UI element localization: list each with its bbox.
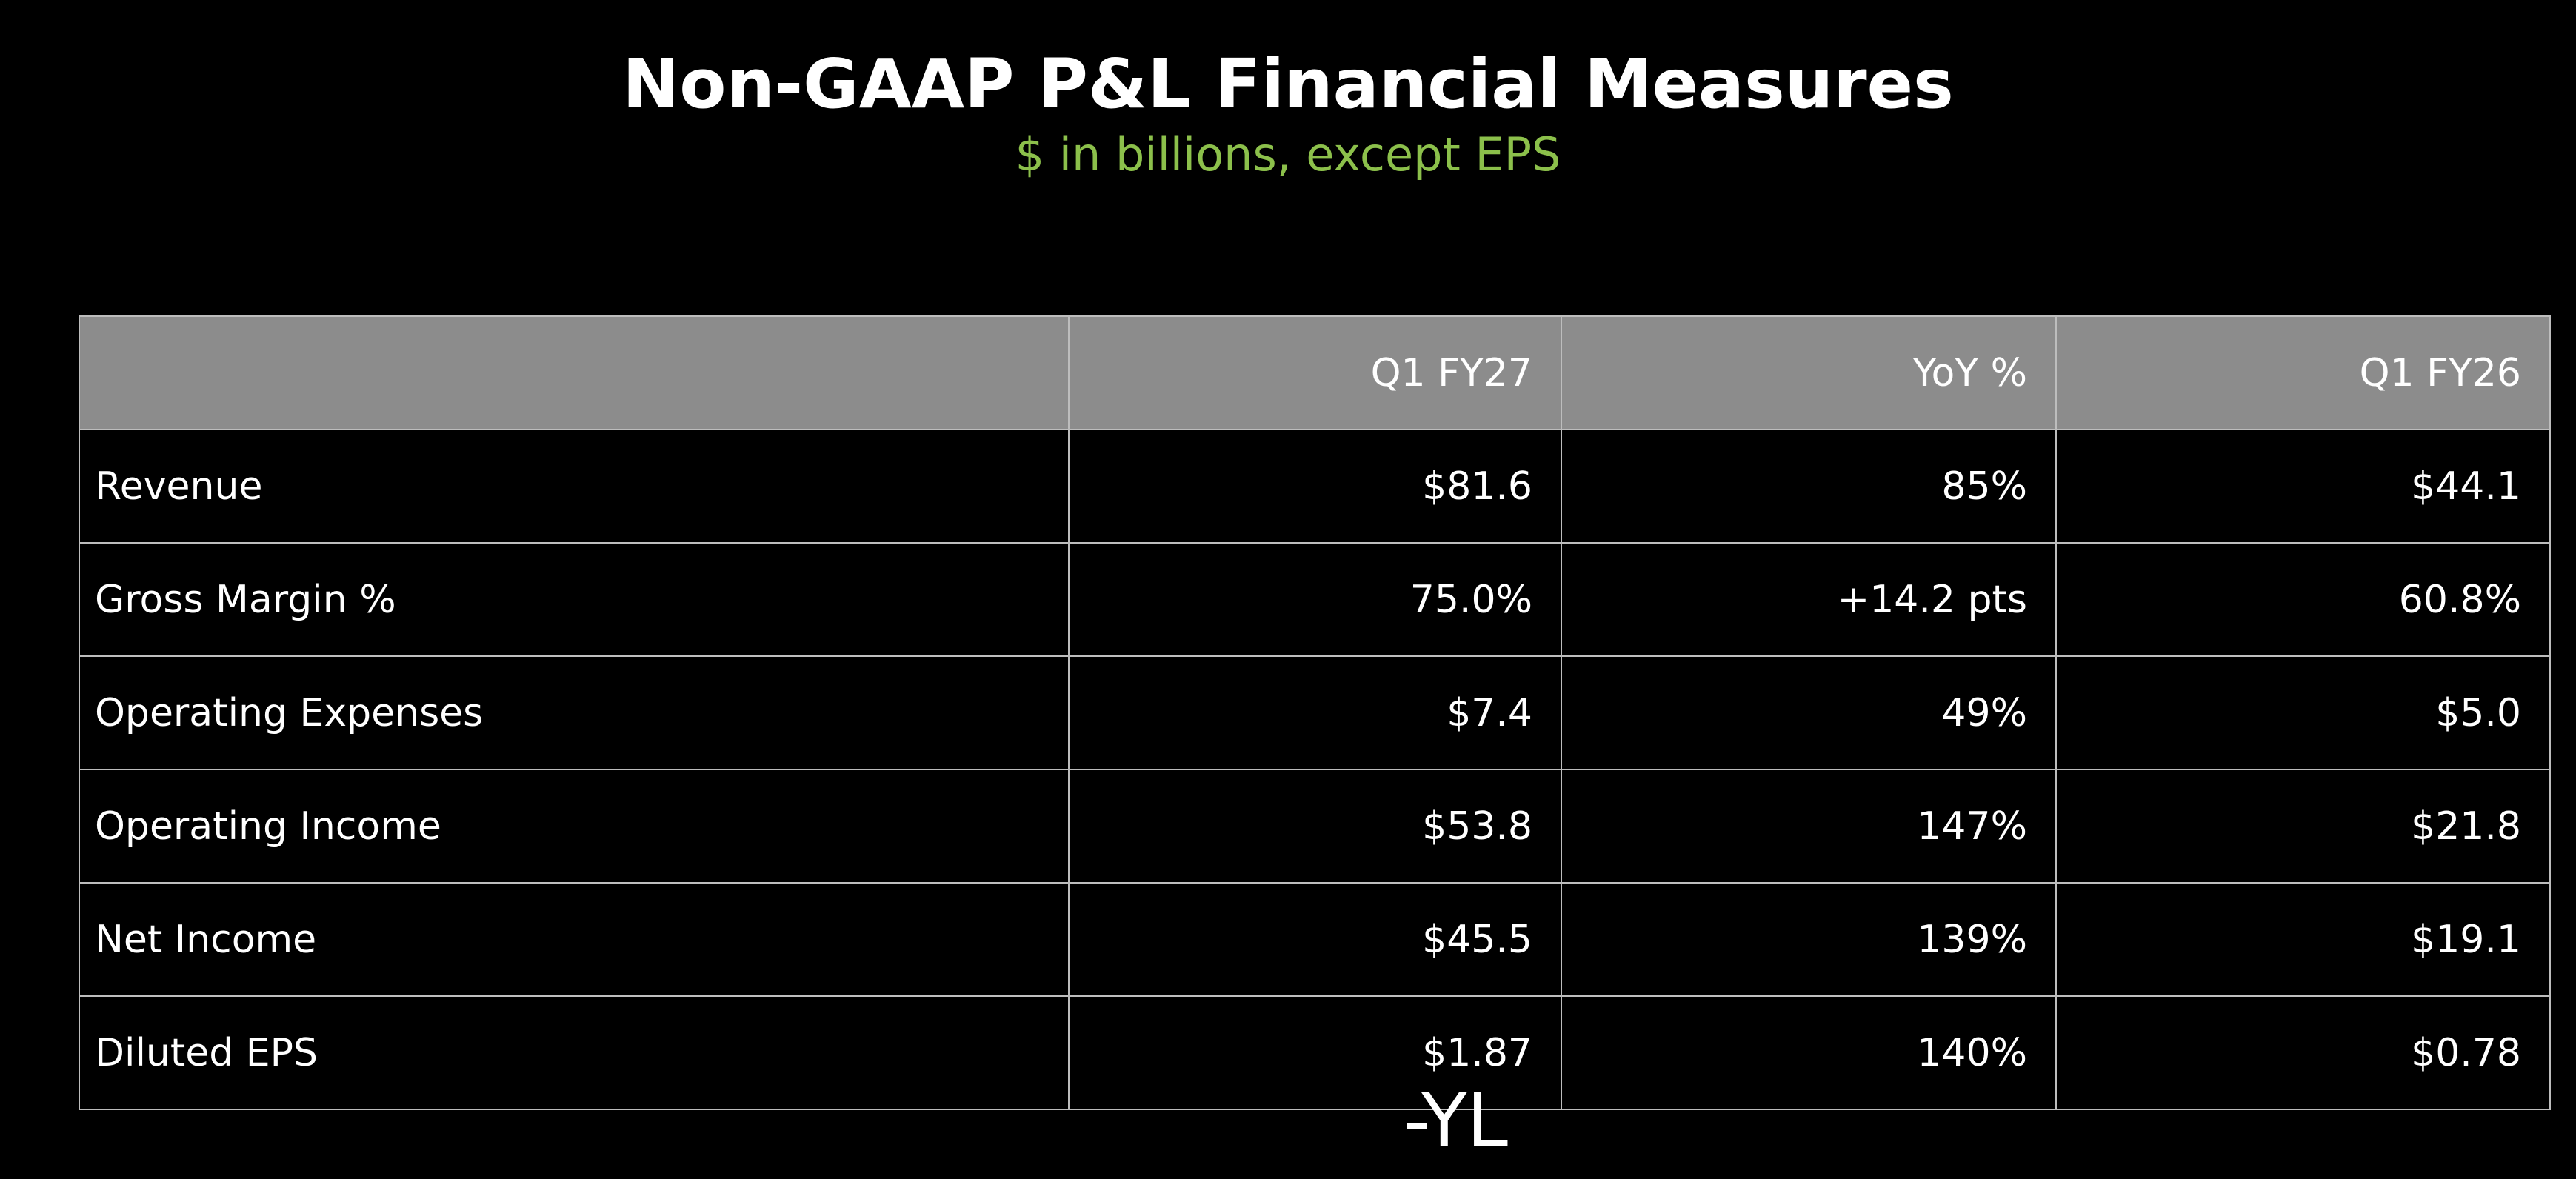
- cell: 49%: [1561, 655, 2057, 770]
- table-row: Gross Margin % 75.0% +14.2 pts 60.8%: [79, 542, 2551, 657]
- cell: $21.8: [2055, 769, 2551, 884]
- financial-table: Q1 FY27 YoY % Q1 FY26 Revenue $81.6 85% $44.1 G…: [79, 315, 2551, 1110]
- cell: $19.1: [2055, 882, 2551, 997]
- row-label: Gross Margin %: [79, 542, 1070, 657]
- cell: 60.8%: [2055, 542, 2551, 657]
- column-header: YoY %: [1561, 315, 2057, 430]
- table-row: Operating Expenses $7.4 49% $5.0: [79, 655, 2551, 770]
- cell: $1.87: [1068, 995, 1562, 1110]
- row-label: Diluted EPS: [79, 995, 1070, 1110]
- table-row: Operating Income $53.8 147% $21.8: [79, 769, 2551, 884]
- row-label: Net Income: [79, 882, 1070, 997]
- table-row: Diluted EPS $1.87 140% $0.78: [79, 995, 2551, 1110]
- column-header: [79, 315, 1070, 430]
- table-row: Net Income $45.5 139% $19.1: [79, 882, 2551, 997]
- cell: 75.0%: [1068, 542, 1562, 657]
- watermark: -YL: [1404, 1078, 1509, 1164]
- table-body: Q1 FY27 YoY % Q1 FY26 Revenue $81.6 85% $44.1 G…: [79, 315, 2551, 1110]
- cell: $7.4: [1068, 655, 1562, 770]
- cell: $44.1: [2055, 429, 2551, 544]
- row-label: Revenue: [79, 429, 1070, 544]
- cell: +14.2 pts: [1561, 542, 2057, 657]
- cell: $0.78: [2055, 995, 2551, 1110]
- cell: 140%: [1561, 995, 2057, 1110]
- cell: $53.8: [1068, 769, 1562, 884]
- cell: $81.6: [1068, 429, 1562, 544]
- cell: $5.0: [2055, 655, 2551, 770]
- cell: 85%: [1561, 429, 2057, 544]
- column-header: Q1 FY27: [1068, 315, 1562, 430]
- title: Non-GAAP P&L Financial Measures: [622, 44, 1954, 124]
- table-row: Revenue $81.6 85% $44.1: [79, 429, 2551, 544]
- cell: 147%: [1561, 769, 2057, 884]
- header-row: Q1 FY27 YoY % Q1 FY26: [79, 315, 2551, 430]
- cell: 139%: [1561, 882, 2057, 997]
- column-header: Q1 FY26: [2055, 315, 2551, 430]
- cell: $45.5: [1068, 882, 1562, 997]
- row-label: Operating Expenses: [79, 655, 1070, 770]
- subtitle: $ in billions, except EPS: [1015, 127, 1561, 181]
- row-label: Operating Income: [79, 769, 1070, 884]
